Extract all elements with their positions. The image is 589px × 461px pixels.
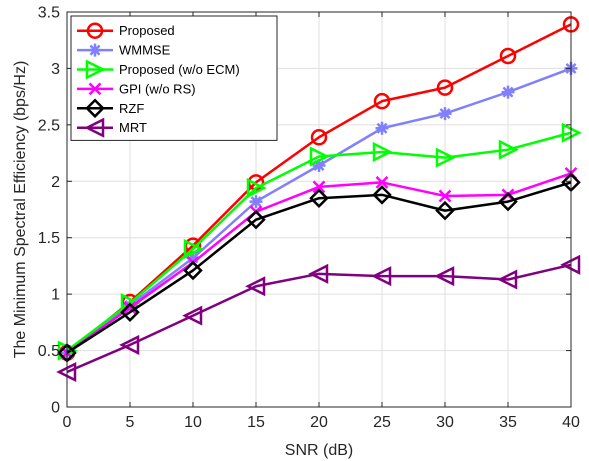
data-point — [186, 251, 200, 265]
y-tick-label: 1.5 — [38, 230, 60, 247]
x-tick-label: 20 — [310, 414, 328, 431]
x-tick-label: 0 — [63, 414, 72, 431]
data-point — [249, 195, 263, 209]
y-tick-label: 0.5 — [38, 343, 60, 360]
legend-label: Proposed — [119, 23, 175, 38]
y-tick-label: 2 — [51, 174, 60, 191]
data-point — [435, 147, 456, 168]
data-point — [183, 260, 203, 281]
series-line — [66, 181, 572, 354]
y-tick-label: 2.5 — [38, 117, 60, 134]
data-point — [182, 305, 203, 326]
series-line — [66, 263, 572, 374]
x-tick-label: 5 — [126, 414, 135, 431]
data-point — [183, 238, 204, 260]
x-tick-label: 15 — [247, 414, 265, 431]
legend-label: GPI (w/o RS) — [119, 81, 196, 96]
y-tick-label: 3 — [51, 61, 60, 78]
legend-box — [70, 15, 278, 141]
data-point — [371, 266, 392, 287]
x-tick-label: 10 — [184, 414, 202, 431]
data-point — [372, 185, 392, 205]
data-point — [312, 180, 326, 194]
legend: Proposed WMMSE Proposed (w/o ECM) GPI (w/o … — [70, 15, 278, 141]
data-point — [309, 188, 329, 208]
data-point — [435, 200, 455, 221]
legend-marker — [85, 98, 105, 119]
legend-item: RZF — [77, 98, 144, 119]
ticks: 0 5 10 15 20 25 30 35 40 0 0.5 1 1.5 2 2.5 3 3.5 — [38, 5, 580, 432]
series-line — [66, 23, 572, 354]
data-point — [245, 276, 266, 297]
x-tick-label: 25 — [373, 414, 391, 431]
y-tick-label: 1 — [51, 287, 60, 304]
legend-label: WMMSE — [119, 43, 171, 58]
legend-label: Proposed (w/o ECM) — [119, 62, 240, 77]
x-tick-label: 40 — [562, 414, 580, 431]
legend-marker — [84, 117, 105, 138]
data-point — [309, 146, 330, 167]
data-point — [436, 79, 454, 96]
legend-item: WMMSE — [77, 43, 171, 58]
x-tick-label: 30 — [436, 414, 454, 431]
data-point — [499, 47, 517, 65]
series-2 — [57, 122, 582, 361]
data-point — [312, 158, 326, 172]
data-point — [498, 139, 519, 160]
data-point — [308, 263, 329, 284]
y-axis-label: The Minimum Spectral Efficiency (bps/Hz) — [12, 61, 29, 359]
data-point — [498, 191, 518, 212]
legend-marker — [88, 43, 102, 57]
legend-marker — [85, 59, 106, 80]
data-point — [123, 301, 137, 315]
y-tick-label: 3.5 — [38, 5, 60, 22]
data-point — [373, 92, 391, 110]
data-point — [119, 334, 140, 355]
data-point — [120, 302, 140, 322]
x-tick-label: 35 — [499, 414, 517, 431]
data-point — [434, 266, 455, 287]
legend-item: Proposed — [77, 22, 175, 39]
series-line — [66, 131, 572, 352]
y-tick-label: 0 — [51, 400, 60, 417]
legend-label: MRT — [119, 120, 147, 135]
series-4 — [57, 172, 581, 363]
data-point — [497, 269, 518, 290]
data-point — [246, 178, 267, 199]
legend-item: GPI (w/o RS) — [77, 81, 196, 96]
legend-marker — [86, 22, 104, 39]
data-point — [375, 121, 389, 135]
data-point — [310, 129, 328, 146]
data-point — [438, 107, 452, 121]
data-point — [372, 141, 393, 162]
data-point — [246, 209, 266, 230]
legend-item: Proposed (w/o ECM) — [77, 59, 240, 80]
data-point — [375, 176, 389, 189]
data-point — [438, 189, 452, 203]
legend-label: RZF — [119, 101, 144, 116]
legend-item: MRT — [77, 117, 147, 138]
data-point — [501, 85, 515, 99]
x-axis-label: SNR (dB) — [285, 442, 353, 459]
legend-marker — [88, 82, 102, 96]
